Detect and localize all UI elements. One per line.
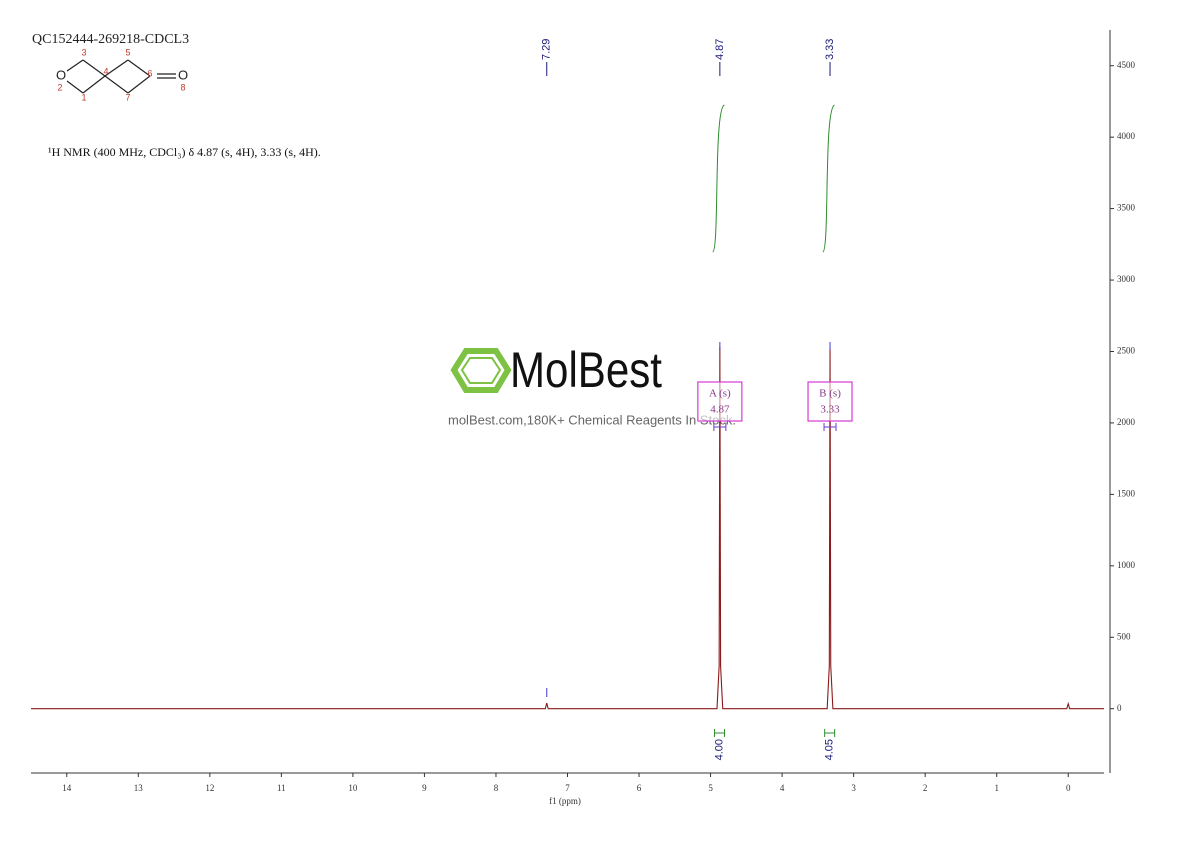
watermark-tagline: molBest.com,180K+ Chemical Reagents In S… xyxy=(448,412,736,427)
y-tick-label: 500 xyxy=(1117,631,1131,641)
atom-number: 7 xyxy=(125,92,130,102)
atom-number: 5 xyxy=(125,47,130,57)
atom: O xyxy=(56,67,66,82)
logo xyxy=(460,357,502,384)
x-tick-label: 6 xyxy=(637,783,642,793)
multiplet-shift: 4.87 xyxy=(710,404,730,416)
x-tick-label: 11 xyxy=(277,783,286,793)
bond xyxy=(104,59,129,77)
bond xyxy=(104,75,129,94)
bond xyxy=(66,80,84,94)
y-tick-label: 0 xyxy=(1117,703,1122,713)
x-tick-label: 0 xyxy=(1066,783,1071,793)
multiplet-label: A (s) xyxy=(709,388,731,400)
x-tick-label: 14 xyxy=(62,783,72,793)
bond xyxy=(82,75,106,94)
integral-bracket xyxy=(714,729,726,737)
y-tick-label: 3000 xyxy=(1117,274,1136,284)
x-tick-label: 12 xyxy=(205,783,214,793)
peak-label: 4.87 xyxy=(714,39,726,60)
bond xyxy=(66,59,84,72)
atom-number: 8 xyxy=(180,82,185,92)
integral-curve xyxy=(712,104,725,253)
y-tick-label: 2000 xyxy=(1117,417,1136,427)
multiplet-bracket xyxy=(823,423,837,431)
atom: O xyxy=(178,67,188,82)
x-tick-label: 2 xyxy=(923,783,928,793)
chart-title: QC152444-269218-CDCL3 xyxy=(32,32,189,47)
y-tick-label: 4500 xyxy=(1117,60,1136,70)
bond xyxy=(82,59,106,77)
integral-label: 4.00 xyxy=(713,739,725,760)
y-tick-label: 3500 xyxy=(1117,203,1136,213)
x-axis-label: f1 (ppm) xyxy=(549,796,581,806)
integral-curve xyxy=(822,104,835,253)
watermark: MolBest molBest.com,180K+ Chemical Reage… xyxy=(448,342,736,427)
nmr-description: ¹H NMR (400 MHz, CDCl₃) δ 4.87 (s, 4H), … xyxy=(48,145,321,159)
x-tick-label: 3 xyxy=(851,783,856,793)
logo xyxy=(450,348,512,393)
atom-number: 6 xyxy=(147,68,152,78)
y-tick-label: 1000 xyxy=(1117,560,1136,570)
x-tick-label: 10 xyxy=(348,783,358,793)
multiplet-shift: 3.33 xyxy=(820,404,840,416)
spectrum-line xyxy=(31,347,1104,710)
y-tick-label: 4000 xyxy=(1117,131,1136,141)
y-tick-label: 2500 xyxy=(1117,346,1136,356)
structure xyxy=(66,59,176,94)
atom-number: 1 xyxy=(81,92,86,102)
bond xyxy=(127,75,151,94)
peak-label: 7.29 xyxy=(541,39,553,60)
x-tick-label: 4 xyxy=(780,783,785,793)
structure-labels: O O 1 2 3 4 5 6 7 8 xyxy=(56,47,188,102)
multiplet-bracket xyxy=(713,423,727,431)
x-tick-label: 7 xyxy=(565,783,570,793)
bond xyxy=(127,59,151,77)
x-tick-label: 13 xyxy=(134,783,144,793)
atom-number: 3 xyxy=(81,47,86,57)
x-tick-label: 5 xyxy=(708,783,713,793)
multiplet-box xyxy=(697,381,743,422)
multiplet-box xyxy=(807,381,853,422)
integral-bracket xyxy=(824,729,836,737)
integral-label: 4.05 xyxy=(824,739,836,760)
atom-number: 4 xyxy=(103,66,108,76)
x-tick-label: 8 xyxy=(494,783,499,793)
x-tick-label: 1 xyxy=(994,783,999,793)
watermark-brand: MolBest xyxy=(510,342,662,398)
x-tick-label: 9 xyxy=(422,783,427,793)
peak-label: 3.33 xyxy=(824,39,836,60)
y-tick-label: 1500 xyxy=(1117,488,1136,498)
multiplet-label: B (s) xyxy=(819,388,841,400)
atom-number: 2 xyxy=(57,82,62,92)
